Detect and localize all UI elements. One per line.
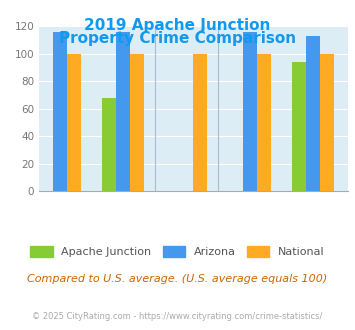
Bar — [320, 54, 334, 191]
Bar — [67, 54, 81, 191]
Bar — [257, 54, 271, 191]
Bar — [130, 54, 144, 191]
Text: © 2025 CityRating.com - https://www.cityrating.com/crime-statistics/: © 2025 CityRating.com - https://www.city… — [32, 312, 323, 321]
Legend: Apache Junction, Arizona, National: Apache Junction, Arizona, National — [26, 242, 329, 262]
Bar — [53, 32, 67, 191]
Text: Property Crime Comparison: Property Crime Comparison — [59, 31, 296, 46]
Bar — [102, 98, 116, 191]
Bar — [292, 62, 306, 191]
Text: Compared to U.S. average. (U.S. average equals 100): Compared to U.S. average. (U.S. average … — [27, 274, 328, 284]
Bar — [116, 32, 130, 191]
Bar — [306, 36, 320, 191]
Bar — [193, 54, 207, 191]
Text: 2019 Apache Junction: 2019 Apache Junction — [84, 18, 271, 33]
Bar — [243, 32, 257, 191]
